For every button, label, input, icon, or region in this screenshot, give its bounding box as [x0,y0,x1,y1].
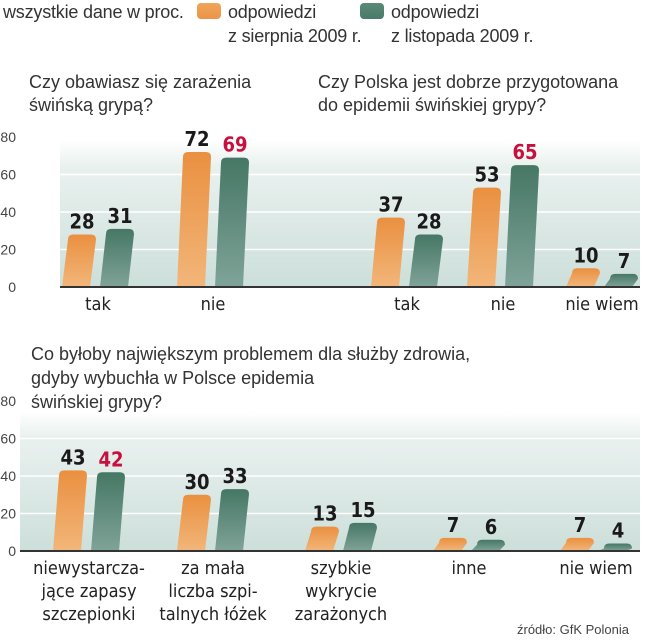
chart3-bar-3-november [471,539,505,551]
chart1-ytick-40: 40 [0,204,16,220]
chart2-bar-2-november [604,273,638,287]
chart2-category-label-0: tak [394,294,420,315]
chart1-ytick-20: 20 [0,242,16,258]
legend-label-november-line1: odpowiedzi [391,2,480,22]
chart2-category-label-2: nie wiem [565,294,638,315]
chart1-bar-0-august [62,234,96,287]
chart1-ytick-80: 80 [0,129,16,145]
chart1-data-label-1-november: 69 [222,133,247,157]
chart3-category-label-4: nie wiem [559,558,632,579]
chart3-category-label-2-line0: szybkie [311,558,372,579]
chart3-category-label-0-line2: szczepionki [42,604,135,625]
chart2-bar-0-august [371,217,405,287]
chart3-title-line2: gdyby wybuchła w Polsce epidemia [31,368,315,388]
chart3-category-label-1-line1: liczba szpi- [168,581,257,602]
chart2-title-line2: do epidemii świńskiej grypy? [318,95,547,115]
chart3-category-label-0-line0: niewystarcza- [33,558,145,579]
chart3-bar-1-august [177,494,211,551]
chart2-title-line1: Czy Polska jest dobrze przygotowana [318,72,619,92]
chart2-data-label-0-august: 37 [378,193,403,217]
chart1-title-line2: świńską grypą? [29,95,154,115]
chart3-bar-1-november [215,489,249,551]
legend-swatch-august [197,3,221,19]
chart3-title-line3: świńskiej grypy? [31,392,163,412]
chart3-ytick-20: 20 [0,506,16,522]
chart3-ytick-0: 0 [8,543,16,559]
legend-label-august-line2: z sierpnia 2009 r. [228,26,362,46]
chart2-data-label-1-november: 65 [512,140,537,164]
chart1-bar-1-november [215,157,249,287]
chart1-data-label-0-november: 31 [107,204,132,228]
chart1-ytick-60: 60 [0,167,16,183]
chart2-data-label-0-november: 28 [416,210,441,234]
chart3-data-label-1-august: 30 [184,470,209,494]
chart1-data-label-0-august: 28 [69,210,94,234]
chart3-bar-0-november [91,472,125,551]
chart3-bar-3-august [433,537,467,551]
chart3-ytick-80: 80 [0,393,16,409]
chart3-data-label-4-august: 7 [574,513,587,537]
chart1-category-label-0: tak [85,294,111,315]
legend-note: wszystkie dane w proc. [3,2,184,22]
chart3-bar-2-august [305,526,339,551]
chart2-data-label-2-august: 10 [573,243,598,267]
chart3-ytick-60: 60 [0,431,16,447]
chart2-data-label-1-august: 53 [474,163,499,187]
chart3-bar-0-august [53,470,87,551]
chart2-bar-2-august [566,268,600,287]
legend-swatch-november [360,3,384,19]
chart1-ytick-0: 0 [8,279,16,295]
legend-label-november-line2: z listopada 2009 r. [391,26,534,46]
chart3-category-label-3: inne [452,558,487,579]
chart3-data-label-3-november: 6 [485,515,498,539]
chart3-data-label-0-november: 42 [98,447,123,471]
chart3-category-label-2-line1: wykrycie [305,581,377,602]
chart2-category-label-1: nie [491,294,516,315]
chart3-data-label-0-august: 43 [60,445,85,469]
chart2-bar-0-november [409,234,443,287]
chart3-data-label-2-november: 15 [350,498,375,522]
chart3-data-label-3-august: 7 [447,513,460,537]
chart3-category-label-2-line2: zarażonych [295,604,387,625]
chart1-category-label-1: nie [201,294,226,315]
legend-label-august-line1: odpowiedzi [228,2,317,22]
chart2-bar-1-august [467,187,501,287]
chart3-bar-4-august [560,537,594,551]
chart1-data-label-1-august: 72 [184,127,209,151]
chart2-bar-1-november [505,165,539,287]
chart3-data-label-2-august: 13 [312,502,337,526]
chart2-data-label-2-november: 7 [618,249,631,273]
chart3-category-label-1-line2: talnych łóżek [159,604,267,625]
chart3-data-label-4-november: 4 [612,519,625,543]
chart3-category-label-0-line1: jące zapasy [40,581,137,602]
chart1-title-line1: Czy obawiasz się zarażenia [29,72,252,92]
chart3-data-label-1-november: 33 [222,464,247,488]
chart1-bar-0-november [100,228,134,287]
chart1-bar-1-august [177,152,211,287]
chart3-bar-2-november [343,522,377,551]
chart3-category-label-1-line0: za mała [181,558,245,579]
source-note: źródło: GfK Polonia [517,622,630,637]
chart3-ytick-40: 40 [0,468,16,484]
chart3-bar-4-november [598,543,632,551]
chart3-title-line1: Co byłoby największym problemem dla służ… [31,344,471,364]
